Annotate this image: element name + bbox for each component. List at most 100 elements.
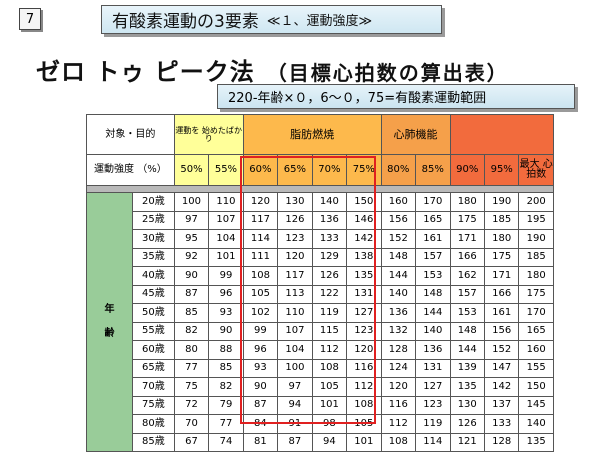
age-cell: 60歳 xyxy=(131,340,175,360)
heart-rate-cell: 156 xyxy=(483,321,520,341)
table-row: 30歳 95 104 114 123 133 142 152 161 171 180 190 xyxy=(87,229,554,249)
heart-rate-cell: 97 xyxy=(173,210,210,230)
heart-rate-cell: 195 xyxy=(518,210,554,230)
heart-rate-cell: 128 xyxy=(483,432,520,452)
heart-rate-cell: 92 xyxy=(173,247,210,267)
heart-rate-cell: 90 xyxy=(242,377,279,397)
heart-rate-cell: 148 xyxy=(449,321,485,341)
heart-rate-cell: 124 xyxy=(380,358,417,378)
heart-rate-cell: 190 xyxy=(518,229,554,249)
heart-rate-cell: 170 xyxy=(518,303,554,323)
heart-rate-cell: 120 xyxy=(277,247,313,267)
heart-rate-cell: 108 xyxy=(311,358,348,378)
heart-rate-cell: 166 xyxy=(449,247,485,267)
heart-rate-cell: 142 xyxy=(483,377,520,397)
age-group-label: 年齢 xyxy=(86,192,133,452)
heart-rate-cell: 85 xyxy=(173,303,210,323)
separator-row xyxy=(86,185,554,193)
heart-rate-cell: 150 xyxy=(346,192,382,212)
age-cell: 20歳 xyxy=(131,192,175,212)
heart-rate-cell: 153 xyxy=(449,303,485,323)
heart-rate-cell: 175 xyxy=(449,210,485,230)
heart-rate-cell: 180 xyxy=(518,266,554,286)
heart-rate-cell: 95 xyxy=(173,229,210,249)
heart-rate-cell: 170 xyxy=(415,192,451,212)
heart-rate-cell: 100 xyxy=(173,192,210,212)
heart-rate-cell: 140 xyxy=(415,321,451,341)
heart-rate-cell: 91 xyxy=(277,414,313,434)
heart-rate-cell: 128 xyxy=(380,340,417,360)
heart-rate-cell: 131 xyxy=(415,358,451,378)
heart-rate-cell: 82 xyxy=(208,377,244,397)
max-heart-rate-label: 最大 心拍数 xyxy=(518,154,554,186)
heart-rate-cell: 185 xyxy=(518,247,554,267)
table-row: 85歳 67 74 81 87 94 101 108 114 121 128 135 xyxy=(87,432,554,452)
intensity-50-pct: 50% xyxy=(173,154,210,186)
heart-rate-cell: 126 xyxy=(311,266,348,286)
intensity-75-pct: 75% xyxy=(346,154,382,186)
group-beginner: 運動を 始めたばかり xyxy=(173,114,244,155)
heart-rate-cell: 136 xyxy=(380,303,417,323)
heart-rate-cell: 200 xyxy=(518,192,554,212)
group-fat-burning: 脂肪燃焼 xyxy=(242,114,382,155)
heart-rate-cell: 148 xyxy=(380,247,417,267)
heart-rate-cell: 107 xyxy=(208,210,244,230)
heart-rate-cell: 137 xyxy=(483,395,520,415)
intensity-90-pct: 90% xyxy=(449,154,485,186)
heart-rate-cell: 100 xyxy=(277,358,313,378)
heart-rate-cell: 160 xyxy=(380,192,417,212)
heart-rate-cell: 139 xyxy=(449,358,485,378)
heart-rate-cell: 130 xyxy=(449,395,485,415)
heart-rate-cell: 127 xyxy=(415,377,451,397)
age-group-char: 年 xyxy=(104,304,115,315)
table-row: 25歳 97 107 117 126 136 146 156 165 175 185 195 xyxy=(87,210,554,230)
heart-rate-cell: 114 xyxy=(242,229,279,249)
heart-rate-cell: 117 xyxy=(242,210,279,230)
heart-rate-cell: 98 xyxy=(311,414,348,434)
heart-rate-cell: 127 xyxy=(346,303,382,323)
heart-rate-cell: 140 xyxy=(311,192,348,212)
heart-rate-cell: 142 xyxy=(346,229,382,249)
heart-rate-cell: 185 xyxy=(483,210,520,230)
title-main: 有酸素運動の3要素 xyxy=(112,12,259,32)
heart-rate-cell: 107 xyxy=(277,321,313,341)
heart-rate-cell: 85 xyxy=(208,358,244,378)
heart-rate-cell: 79 xyxy=(208,395,244,415)
heart-rate-cell: 155 xyxy=(518,358,554,378)
table-row: 65歳 77 85 93 100 108 116 124 131 139 147 155 xyxy=(87,358,554,378)
heart-rate-cell: 108 xyxy=(380,432,417,452)
intensity-65-pct: 65% xyxy=(277,154,313,186)
heart-rate-cell: 123 xyxy=(415,395,451,415)
heart-rate-cell: 123 xyxy=(346,321,382,341)
heart-rate-cell: 105 xyxy=(346,414,382,434)
heart-rate-cell: 160 xyxy=(518,340,554,360)
heart-rate-cell: 99 xyxy=(242,321,279,341)
heart-rate-cell: 102 xyxy=(242,303,279,323)
heart-rate-cell: 93 xyxy=(208,303,244,323)
page-heading: ゼロ トゥ ピーク法 （目標心拍数の算出表） xyxy=(36,52,509,87)
heart-rate-cell: 161 xyxy=(415,229,451,249)
heart-rate-cell: 157 xyxy=(415,247,451,267)
age-cell: 55歳 xyxy=(131,321,175,341)
heart-rate-cell: 171 xyxy=(449,229,485,249)
age-cell: 70歳 xyxy=(131,377,175,397)
heart-rate-cell: 135 xyxy=(518,432,554,452)
table-row: 75歳 72 79 87 94 101 108 116 123 130 137 145 xyxy=(87,395,554,415)
group-cardio: 心肺機能 xyxy=(380,114,451,155)
table-row: 35歳 92 101 111 120 129 138 148 157 166 175 185 xyxy=(87,247,554,267)
heart-rate-cell: 145 xyxy=(518,395,554,415)
heart-rate-cell: 175 xyxy=(483,247,520,267)
heart-rate-cell: 72 xyxy=(173,395,210,415)
heart-rate-cell: 133 xyxy=(311,229,348,249)
intensity-row: 運動強度 （%） 50% 55% 60% 65% 70% 75% 80% 85% 90% 95% 最… xyxy=(86,154,554,186)
heart-rate-cell: 135 xyxy=(346,266,382,286)
corner-label: 対象・目的 xyxy=(86,114,175,155)
heart-rate-cell: 166 xyxy=(483,284,520,304)
heart-rate-cell: 112 xyxy=(346,377,382,397)
heading-paren: （目標心拍数の算出表） xyxy=(266,61,509,85)
heart-rate-cell: 136 xyxy=(415,340,451,360)
heart-rate-cell: 114 xyxy=(415,432,451,452)
heart-rate-cell: 101 xyxy=(311,395,348,415)
age-cell: 30歳 xyxy=(131,229,175,249)
heart-rate-cell: 165 xyxy=(415,210,451,230)
